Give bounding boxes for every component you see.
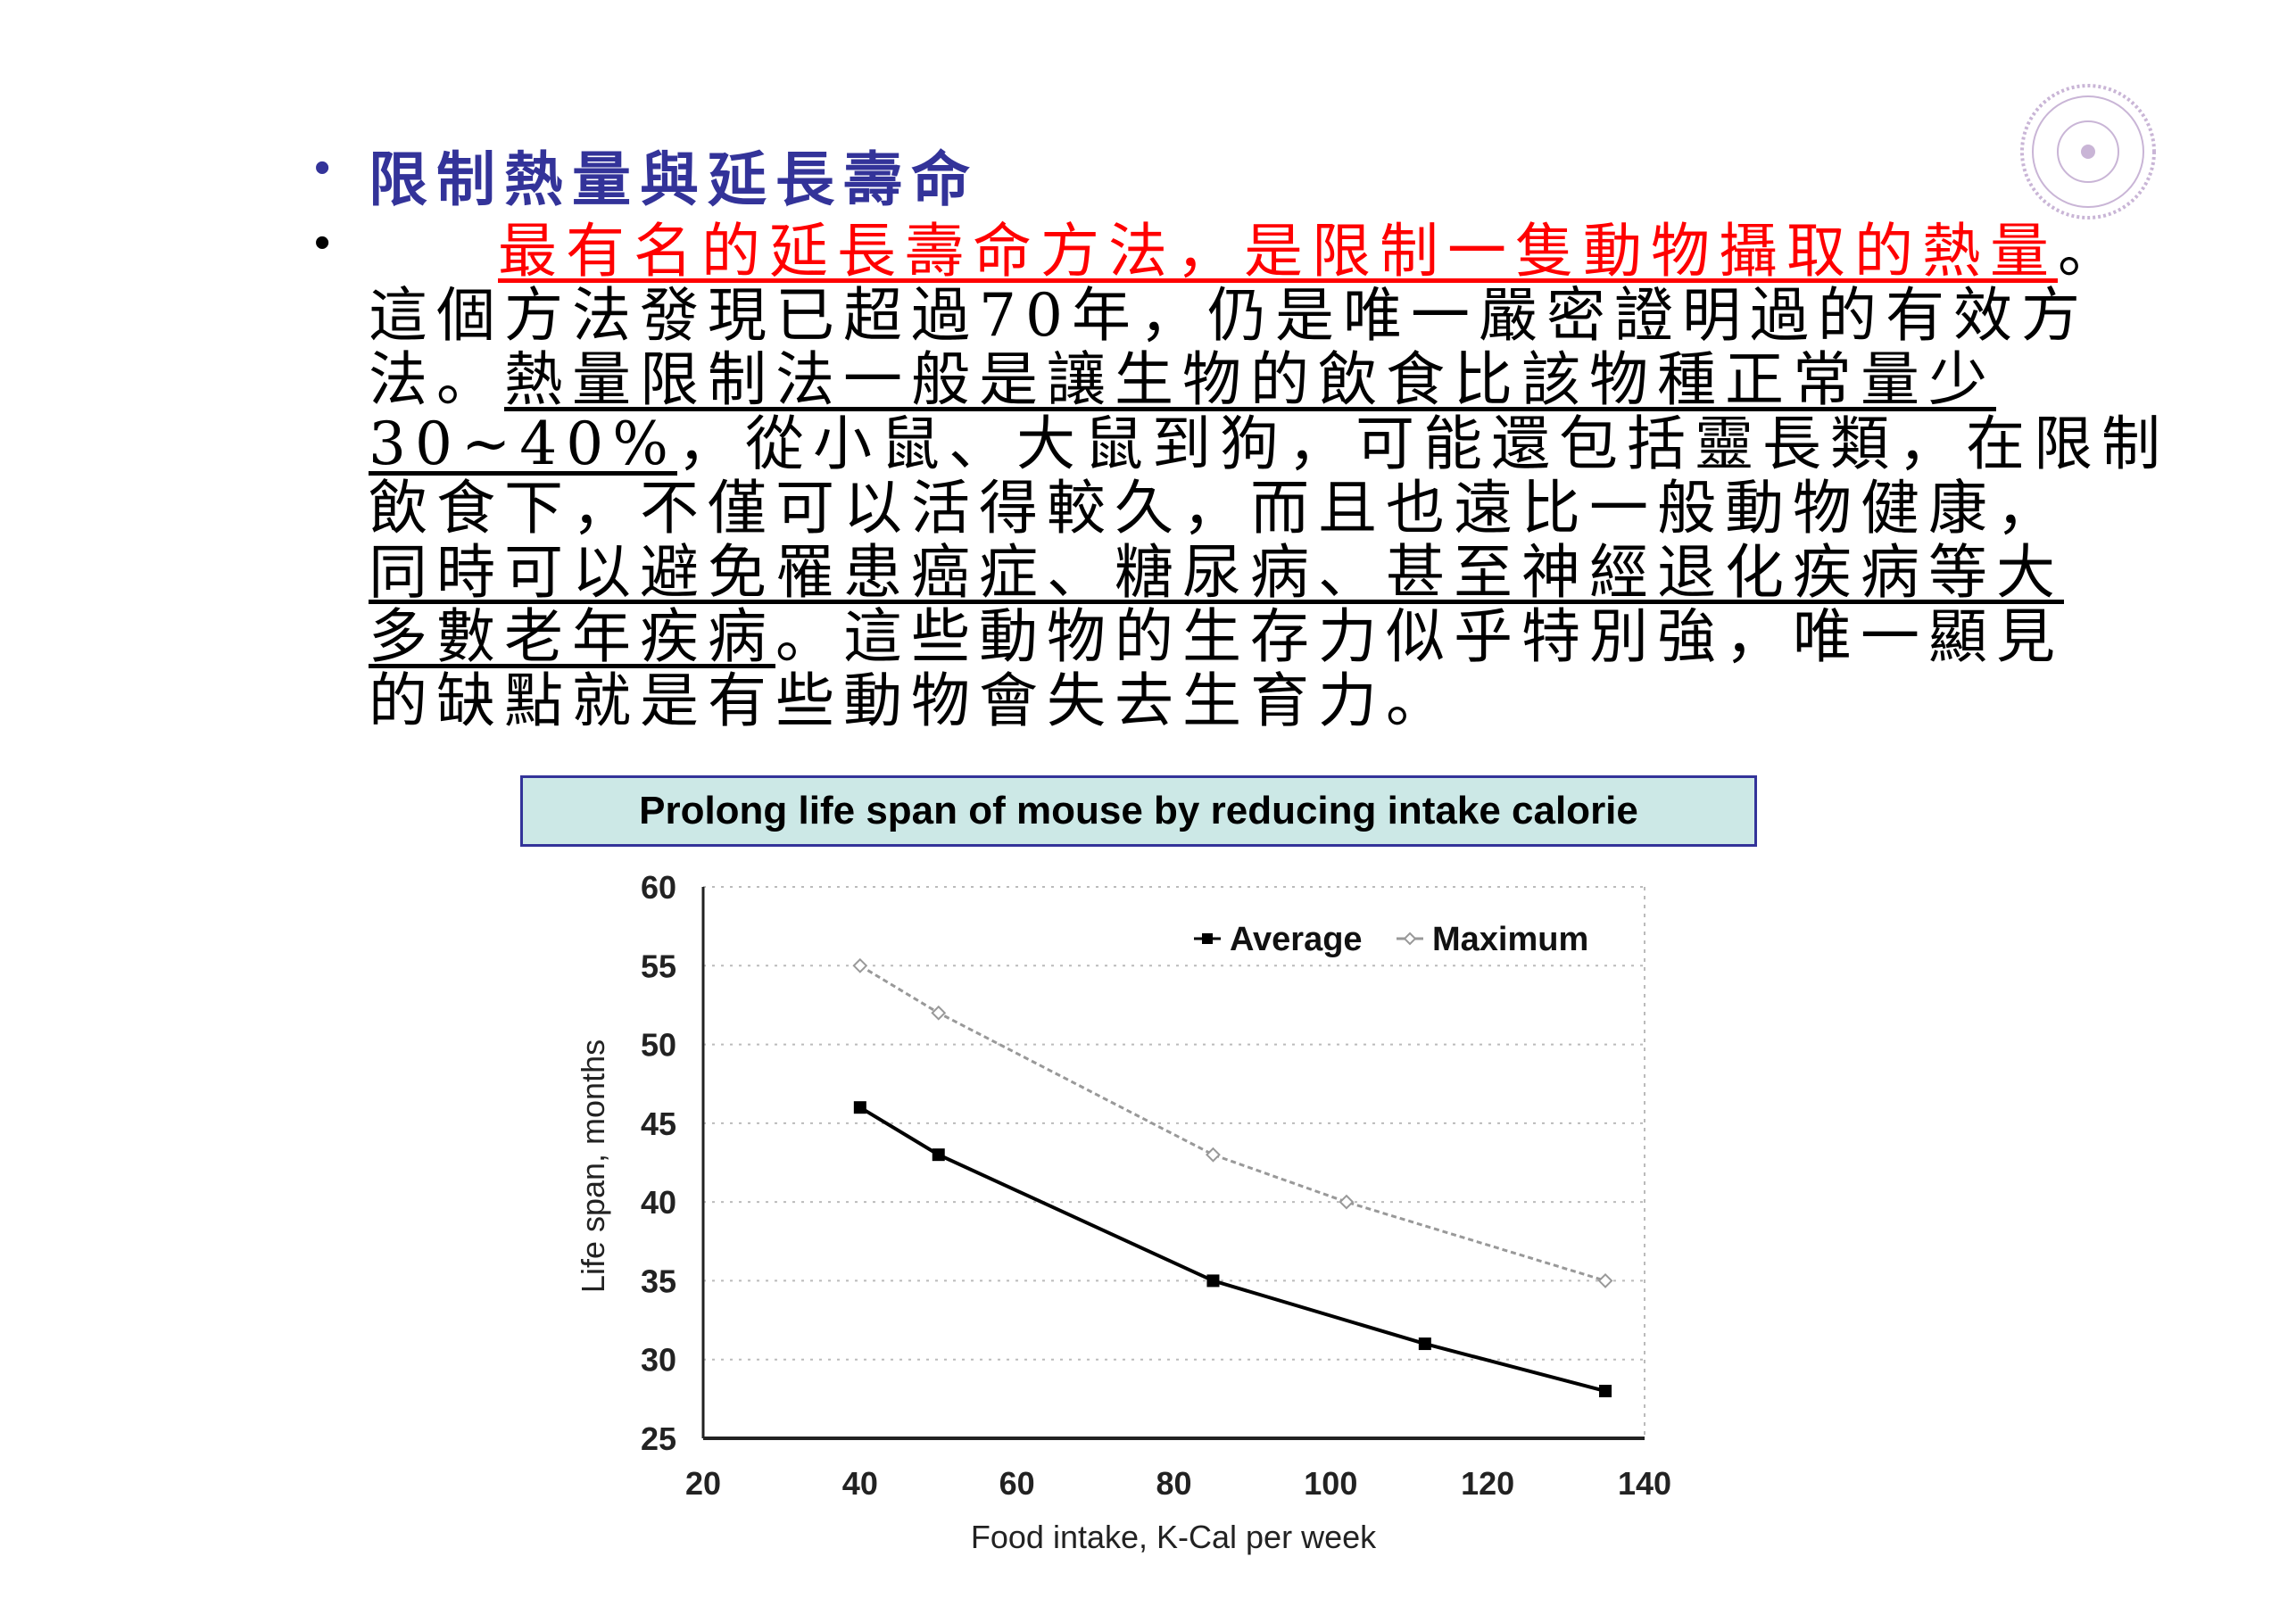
legend-label-maximum: Maximum <box>1432 921 1588 958</box>
body-line-7: 多數老年疾病。這些動物的生存力似乎特別強，唯一顯見 <box>369 605 2064 669</box>
y-tick-label: 60 <box>641 869 676 906</box>
body-line-1: 最有名的延長壽命方法，是限制一隻動物攝取的熱量。 <box>498 219 2126 284</box>
x-tick-label: 60 <box>999 1465 1035 1502</box>
data-point-average <box>1206 1274 1220 1288</box>
body-line-8: 的缺點就是有些動物會失去生育力。 <box>369 667 1454 735</box>
x-tick-label: 100 <box>1304 1465 1357 1502</box>
body-line-6: 同時可以避免罹患癌症、糖尿病、甚至神經退化疾病等大 <box>369 541 2064 605</box>
body-line-4: 30~40%，從小鼠、大鼠到狗，可能還包括靈長類，在限制 <box>369 412 2169 476</box>
x-tick-label: 80 <box>1156 1465 1191 1502</box>
text: 。這些動物的生存力似乎特別強，唯一顯見 <box>775 602 2064 671</box>
text: ，從小鼠、大鼠到狗，可能還包括靈長類，在限制 <box>676 410 2169 478</box>
body-line-5: 飲食下，不僅可以活得較久，而且也遠比一般動物健康， <box>369 474 2064 542</box>
underlined-text: 多數老年疾病 <box>369 602 775 671</box>
x-tick-label: 20 <box>685 1465 721 1502</box>
body-bullet: • <box>314 217 331 269</box>
x-tick-label: 140 <box>1618 1465 1671 1502</box>
y-tick-label: 45 <box>641 1105 676 1142</box>
period: 。 <box>2058 217 2126 286</box>
data-point-average <box>1418 1337 1431 1351</box>
underlined-text: 30~40% <box>369 410 677 478</box>
university-seal-icon <box>2020 84 2156 219</box>
data-point-average <box>853 1101 866 1114</box>
text: 法。 <box>369 345 504 414</box>
data-point-maximum <box>1206 1147 1221 1163</box>
y-tick-label: 35 <box>641 1263 676 1299</box>
y-tick-label: 50 <box>641 1027 676 1064</box>
slide-title: 限制熱量與延長壽命 <box>369 145 979 214</box>
title-bullet: • <box>314 142 331 194</box>
data-point-average <box>932 1148 945 1162</box>
legend-label-average: Average <box>1230 921 1363 958</box>
y-tick-label: 30 <box>641 1342 676 1379</box>
legend-marker <box>1202 933 1213 944</box>
y-axis-label: Life span, months <box>575 1039 611 1293</box>
data-point-maximum <box>931 1005 947 1021</box>
data-point-maximum <box>1597 1273 1613 1288</box>
x-tick-label: 40 <box>842 1465 878 1502</box>
x-tick-label: 120 <box>1461 1465 1514 1502</box>
y-tick-label: 25 <box>641 1420 676 1457</box>
x-axis-label: Food intake, K-Cal per week <box>971 1519 1377 1555</box>
underlined-text: 熱量限制法一般是讓生物的飲食比該物種正常量少 <box>504 345 1996 414</box>
body-line-2: 這個方法發現已超過70年，仍是唯一嚴密證明過的有效方 <box>369 281 2089 350</box>
body-line-3: 法。熱量限制法一般是讓生物的飲食比該物種正常量少 <box>369 348 1996 412</box>
y-tick-label: 55 <box>641 948 676 984</box>
underlined-text: 同時可以避免罹患癌症、糖尿病、甚至神經退化疾病等大 <box>369 538 2064 607</box>
data-point-maximum <box>1339 1194 1355 1210</box>
data-point-maximum <box>852 957 868 973</box>
y-tick-label: 40 <box>641 1184 676 1221</box>
legend-marker <box>1403 932 1417 946</box>
data-point-average <box>1599 1385 1612 1398</box>
series-line-average <box>858 1105 1606 1393</box>
chart-title: Prolong life span of mouse by reducing i… <box>520 775 1757 847</box>
highlight-text: 最有名的延長壽命方法，是限制一隻動物攝取的熱量 <box>498 217 2058 286</box>
